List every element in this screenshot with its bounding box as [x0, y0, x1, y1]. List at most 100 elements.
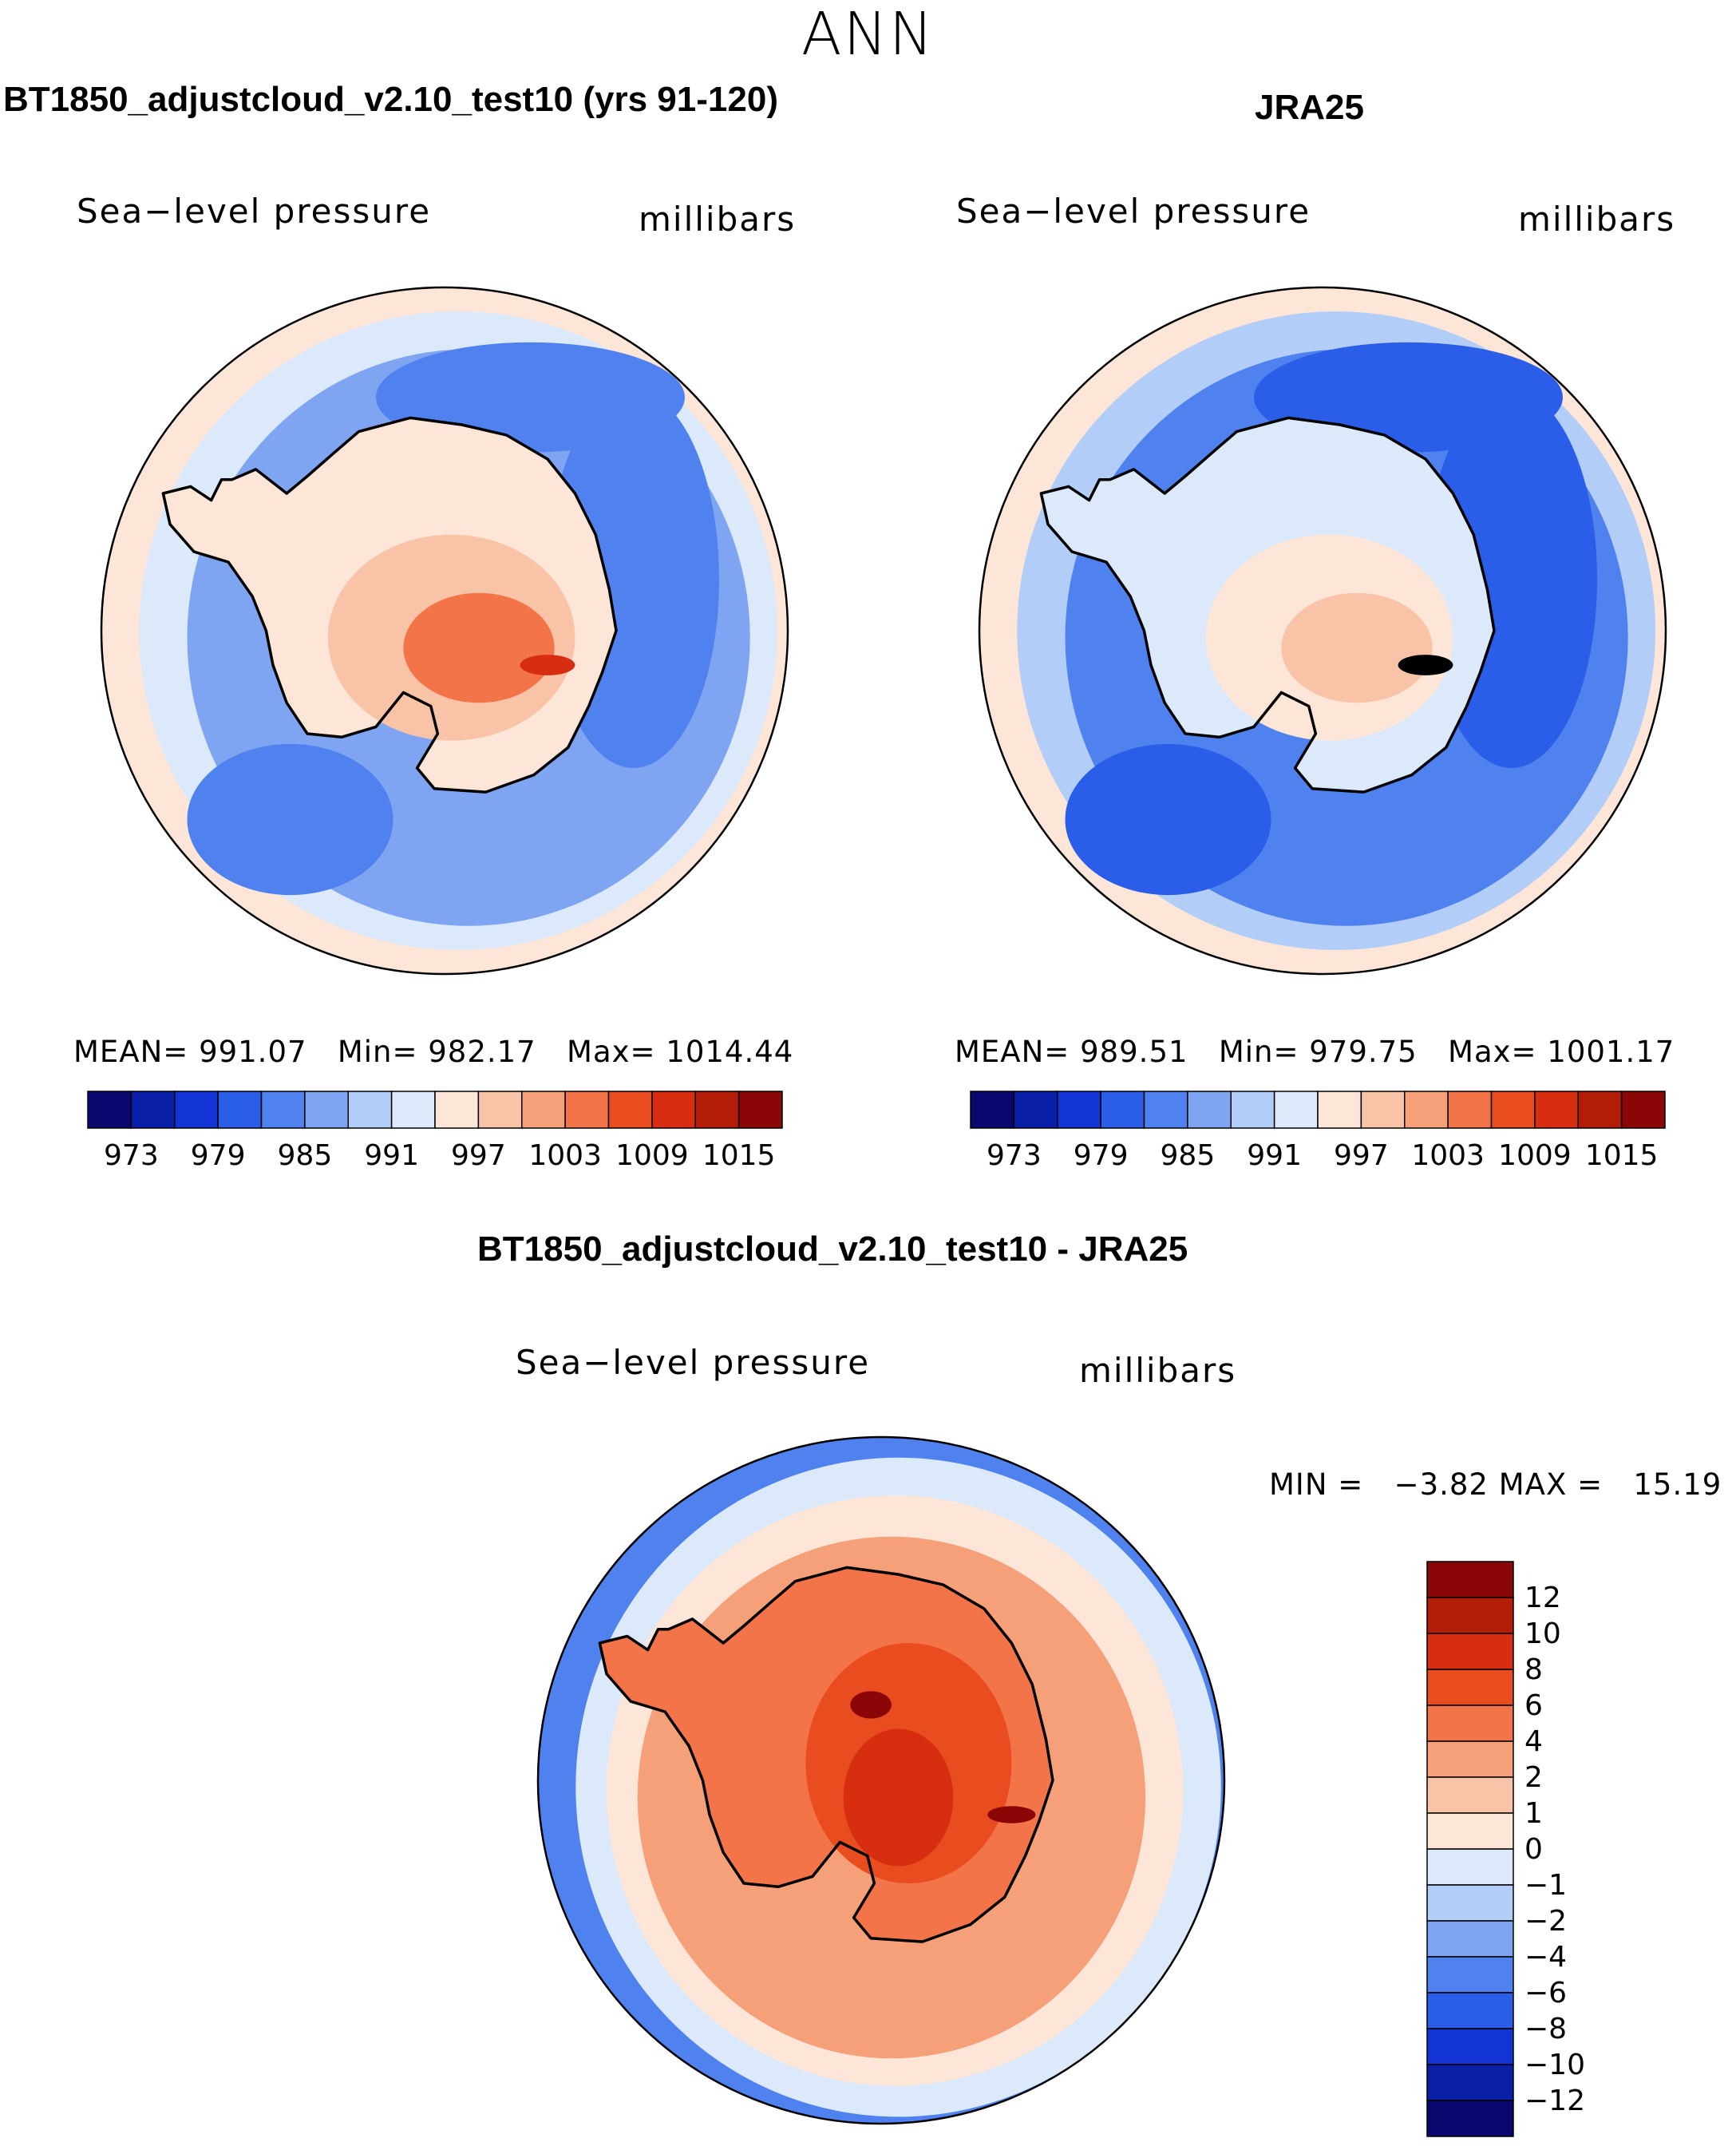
colorbar-swatch [217, 1091, 263, 1129]
panel3-coastline [598, 1566, 1054, 1943]
panel1-title: BT1850_adjustcloud_v2.10_test10 (yrs 91-… [3, 80, 778, 119]
panel2-min-label: Min= [1218, 1035, 1299, 1069]
colorbar-tick-label: 1009 [1498, 1139, 1572, 1172]
panel3-title: BT1850_adjustcloud_v2.10_test10 - JRA25 [477, 1229, 1188, 1269]
colorbar-tick-label: −10 [1524, 2049, 1585, 2081]
colorbar-swatch [1404, 1091, 1449, 1129]
colorbar-tick-label: 2 [1524, 1761, 1543, 1794]
colorbar-tick-label: −4 [1524, 1941, 1567, 1974]
colorbar-swatch [1426, 1633, 1514, 1670]
panel2-max-label: Max= [1448, 1035, 1537, 1069]
colorbar-swatch [564, 1091, 610, 1129]
panel1-min-label: Min= [337, 1035, 418, 1069]
panel1-units-label: millibars [639, 200, 797, 239]
panel2-units-label: millibars [1518, 200, 1676, 239]
colorbar-tick-label: 6 [1524, 1689, 1543, 1722]
panel1-max-label: Max= [567, 1035, 656, 1069]
colorbar-tick-label: 1003 [1411, 1139, 1485, 1172]
panel2-colorbar: 973 979 985 991 997 1003 1009 1015 [970, 1091, 1666, 1172]
colorbar-swatch [651, 1091, 696, 1129]
colorbar-swatch [1057, 1091, 1101, 1129]
colorbar-swatch [1447, 1091, 1493, 1129]
colorbar-swatch [1426, 1561, 1514, 1598]
panel3-stats: MIN = −3.82 MAX = 15.19 [1269, 1467, 1722, 1502]
colorbar-tick-label: 979 [1074, 1139, 1129, 1172]
colorbar-swatch [260, 1091, 306, 1129]
colorbar-tick-label: 8 [1524, 1653, 1543, 1686]
panel1-colorbar: 973 979 985 991 997 1003 1009 1015 [87, 1091, 783, 1172]
panel1-high-inner-field [403, 592, 555, 703]
colorbar-swatch [1360, 1091, 1406, 1129]
panel2-mean-label: MEAN= [955, 1035, 1070, 1069]
panel2-max-value: 1001.17 [1547, 1035, 1675, 1069]
colorbar-swatch [1273, 1091, 1319, 1129]
colorbar-swatch [1426, 2028, 1514, 2065]
panel1-high-peak-field [520, 655, 575, 675]
colorbar-swatch [434, 1091, 480, 1129]
colorbar-swatch [1426, 1597, 1514, 1634]
panel2-title: JRA25 [1255, 88, 1364, 127]
colorbar-swatch [970, 1091, 1015, 1129]
colorbar-swatch [694, 1091, 740, 1129]
colorbar-swatch [1317, 1091, 1362, 1129]
panel3-units-label: millibars [1079, 1351, 1237, 1390]
panel2-mean-value: 989.51 [1080, 1035, 1188, 1069]
map-panel-2 [978, 286, 1667, 976]
panel3-anom-inner-field [843, 1728, 954, 1867]
colorbar-swatch [1230, 1091, 1275, 1129]
colorbar-swatch [1426, 1776, 1514, 1814]
panel2-map-border [978, 286, 1667, 976]
panel2-min-value: 979.75 [1309, 1035, 1418, 1069]
colorbar-tick-label: 979 [191, 1139, 246, 1172]
panel3-anom-peak-1-field [850, 1691, 892, 1719]
colorbar-swatch [130, 1091, 176, 1129]
colorbar-tick-label: 4 [1524, 1725, 1543, 1758]
map-panel-1 [100, 286, 789, 976]
panel1-variable-label: Sea−level pressure [77, 192, 432, 231]
colorbar-swatch [738, 1091, 783, 1129]
panel3-map-border [536, 1435, 1226, 2125]
colorbar-tick-label: 1003 [528, 1139, 602, 1172]
colorbar-tick-label: 1015 [702, 1139, 776, 1172]
panel3-anom-peak-2-field [987, 1806, 1036, 1823]
colorbar-tick-label: 991 [1247, 1139, 1302, 1172]
panel2-coastline [1039, 416, 1496, 794]
colorbar-swatch [1426, 1884, 1514, 1922]
panel1-min-value: 982.17 [428, 1035, 536, 1069]
colorbar-tick-label: 1009 [615, 1139, 689, 1172]
colorbar-tick-label: 1015 [1585, 1139, 1659, 1172]
colorbar-tick-label: −6 [1524, 1977, 1567, 2009]
colorbar-swatch [174, 1091, 219, 1129]
panel1-low-west-field [187, 743, 393, 896]
colorbar-swatch [1426, 1956, 1514, 1994]
panel1-stats: MEAN= 991.07 Min= 982.17 Max= 1014.44 [73, 1035, 793, 1069]
colorbar-tick-label: 973 [987, 1139, 1042, 1172]
season-title: ANN [801, 0, 935, 69]
colorbar-tick-label: 1 [1524, 1797, 1543, 1830]
colorbar-swatch [1426, 1705, 1514, 1742]
colorbar-swatch [390, 1091, 436, 1129]
colorbar-swatch [1187, 1091, 1232, 1129]
colorbar-swatch [1100, 1091, 1145, 1129]
panel2-low-west-field [1065, 743, 1271, 896]
colorbar-swatch [1577, 1091, 1623, 1129]
colorbar-swatch [1143, 1091, 1188, 1129]
colorbar-swatch [1490, 1091, 1536, 1129]
panel3-min-value: −3.82 [1394, 1467, 1489, 1502]
panel2-variable-label: Sea−level pressure [956, 192, 1311, 231]
colorbar-swatch [1426, 1920, 1514, 1958]
panel2-high-inner-field [1281, 592, 1433, 703]
panel1-mean-value: 991.07 [199, 1035, 307, 1069]
colorbar-tick-label: 997 [451, 1139, 506, 1172]
panel1-max-value: 1014.44 [666, 1035, 794, 1069]
colorbar-swatch [477, 1091, 523, 1129]
colorbar-swatch [1426, 1812, 1514, 1850]
panel1-coastline [161, 416, 618, 794]
colorbar-swatch [1620, 1091, 1666, 1129]
colorbar-swatch [1534, 1091, 1579, 1129]
colorbar-swatch [1426, 1992, 1514, 2029]
colorbar-swatch [607, 1091, 653, 1129]
panel2-high-peak-field [1398, 655, 1453, 675]
